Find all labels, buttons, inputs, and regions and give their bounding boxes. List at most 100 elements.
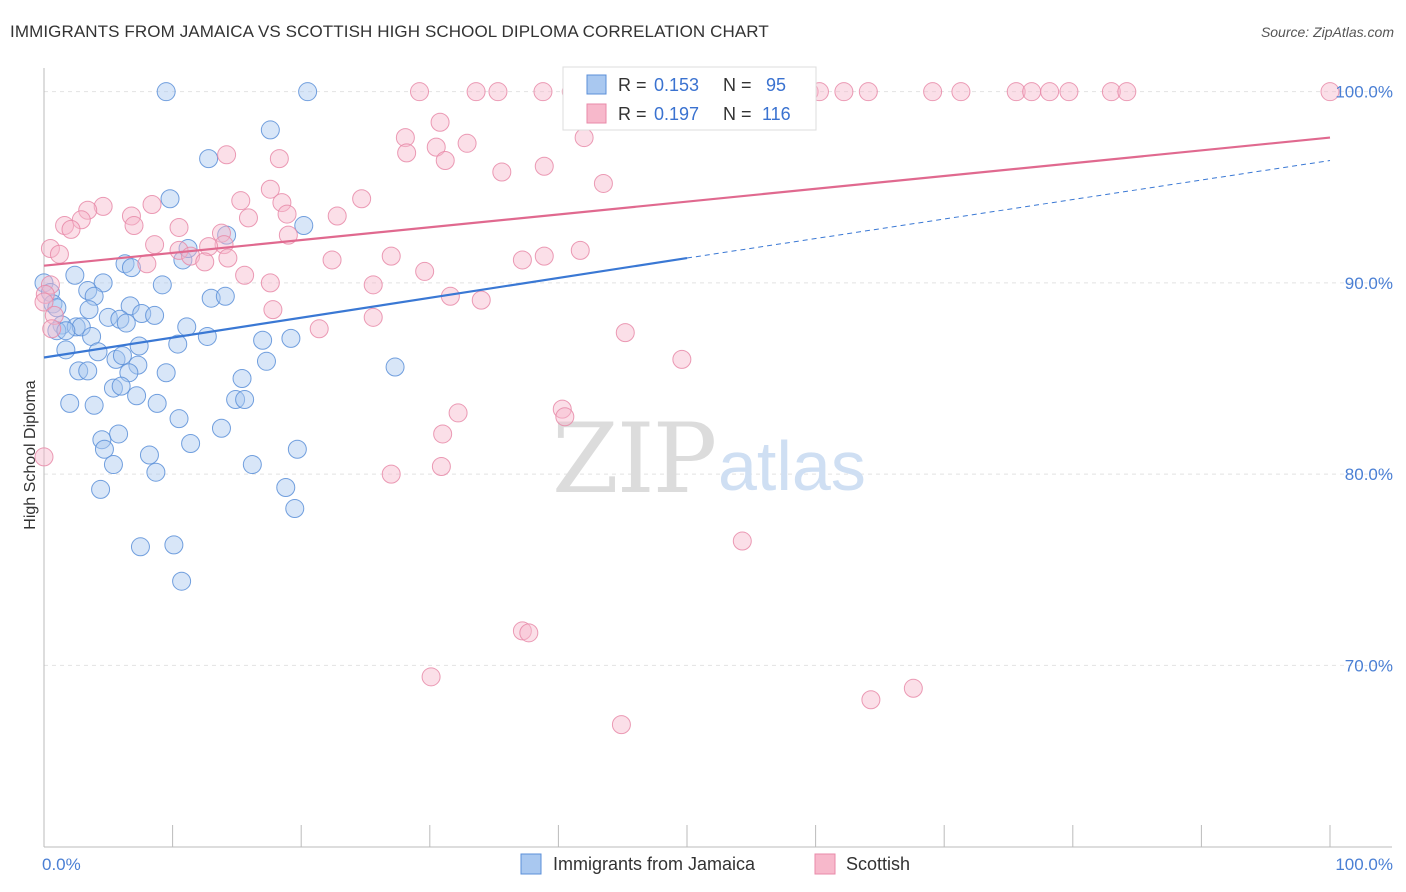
point-scottish-45 bbox=[71, 210, 91, 230]
watermark-atlas: atlas bbox=[718, 427, 866, 505]
point-scottish-78 bbox=[263, 300, 283, 320]
point-jamaica-3 bbox=[160, 189, 180, 209]
watermark-zip: ZIP bbox=[552, 403, 715, 515]
point-scottish-22 bbox=[1320, 82, 1340, 102]
point-jamaica-11 bbox=[93, 273, 113, 293]
point-scottish-59 bbox=[278, 225, 298, 245]
stats-n-label-scottish: N = bbox=[723, 104, 752, 124]
point-jamaica-20 bbox=[201, 288, 221, 308]
point-jamaica-74 bbox=[285, 499, 305, 519]
grid-lines bbox=[44, 91, 1392, 666]
y-axis-label: High School Diploma bbox=[22, 380, 39, 530]
trend-line-jamaica bbox=[43, 256, 688, 359]
point-scottish-24 bbox=[430, 112, 450, 132]
point-scottish-13 bbox=[858, 82, 878, 102]
point-scottish-87 bbox=[555, 407, 575, 427]
point-scottish-27 bbox=[457, 133, 477, 153]
point-jamaica-6 bbox=[260, 120, 280, 140]
point-jamaica-5 bbox=[294, 216, 314, 236]
y-tick-label-80: 80.0% bbox=[1345, 465, 1393, 484]
point-scottish-67 bbox=[534, 246, 554, 266]
point-scottish-37 bbox=[352, 189, 372, 209]
point-jamaica-31 bbox=[116, 313, 136, 333]
point-scottish-64 bbox=[381, 246, 401, 266]
point-scottish-81 bbox=[309, 319, 329, 339]
watermark: ZIP atlas bbox=[552, 403, 866, 515]
point-scottish-20 bbox=[1101, 82, 1121, 102]
stats-legend: R = 0.153 N = 95 R = 0.197 N = 116 bbox=[562, 66, 817, 131]
point-scottish-17 bbox=[1022, 82, 1042, 102]
legend-label-scottish: Scottish bbox=[846, 854, 910, 874]
y-tick-label-100: 100.0% bbox=[1335, 83, 1393, 102]
point-scottish-74 bbox=[35, 284, 55, 304]
point-jamaica-61 bbox=[169, 409, 189, 429]
point-scottish-16 bbox=[1006, 82, 1026, 102]
point-jamaica-75 bbox=[130, 537, 150, 557]
point-scottish-28 bbox=[397, 143, 417, 163]
legend-swatch-scottish bbox=[814, 853, 836, 875]
point-jamaica-54 bbox=[127, 386, 147, 406]
point-scottish-90 bbox=[381, 464, 401, 484]
point-scottish-32 bbox=[435, 151, 455, 171]
point-scottish-77 bbox=[471, 290, 491, 310]
point-scottish-51 bbox=[211, 223, 231, 243]
point-scottish-72 bbox=[363, 275, 383, 295]
point-scottish-79 bbox=[363, 307, 383, 327]
x-tick-label-min: 0.0% bbox=[42, 855, 81, 874]
point-scottish-26 bbox=[574, 128, 594, 148]
point-jamaica-36 bbox=[177, 317, 197, 337]
point-jamaica-51 bbox=[156, 363, 176, 383]
point-jamaica-49 bbox=[385, 357, 405, 377]
point-jamaica-18 bbox=[47, 298, 67, 318]
point-jamaica-76 bbox=[164, 535, 184, 555]
point-scottish-47 bbox=[61, 219, 81, 239]
point-scottish-69 bbox=[137, 254, 157, 274]
point-jamaica-68 bbox=[287, 439, 307, 459]
point-scottish-38 bbox=[231, 191, 251, 211]
source-credit: Source: ZipAtlas.com bbox=[1260, 24, 1394, 40]
point-jamaica-69 bbox=[103, 455, 123, 475]
point-scottish-50 bbox=[327, 206, 347, 226]
point-jamaica-41 bbox=[168, 334, 188, 354]
point-scottish-93 bbox=[512, 621, 532, 641]
point-scottish-92 bbox=[732, 531, 752, 551]
point-scottish-61 bbox=[40, 238, 60, 258]
point-scottish-19 bbox=[1059, 82, 1079, 102]
trend-line-scottish bbox=[43, 136, 1331, 267]
x-tick-label-max: 100.0% bbox=[1335, 855, 1393, 874]
stats-n-value-scottish: 116 bbox=[762, 104, 791, 124]
point-scottish-21 bbox=[1117, 82, 1137, 102]
point-jamaica-10 bbox=[121, 258, 141, 278]
point-jamaica-52 bbox=[103, 378, 123, 398]
trend-line-jamaica-projection bbox=[686, 160, 1331, 259]
point-jamaica-40 bbox=[129, 336, 149, 356]
point-jamaica-35 bbox=[88, 342, 108, 362]
stats-swatch-scottish bbox=[586, 103, 607, 124]
point-scottish-52 bbox=[277, 204, 297, 224]
point-scottish-70 bbox=[235, 265, 255, 285]
point-scottish-86 bbox=[552, 399, 572, 419]
point-scottish-83 bbox=[42, 319, 62, 339]
point-scottish-98 bbox=[611, 715, 631, 735]
stats-n-label-jamaica: N = bbox=[723, 75, 752, 95]
point-scottish-39 bbox=[272, 193, 292, 213]
point-scottish-34 bbox=[492, 162, 512, 182]
point-scottish-25 bbox=[395, 128, 415, 148]
stats-r-value-jamaica: 0.153 bbox=[654, 75, 699, 95]
point-scottish-65 bbox=[415, 261, 435, 281]
point-jamaica-29 bbox=[66, 317, 86, 337]
stats-swatch-jamaica bbox=[586, 74, 607, 95]
point-jamaica-66 bbox=[94, 439, 114, 459]
point-jamaica-71 bbox=[242, 455, 262, 475]
point-scottish-40 bbox=[142, 195, 162, 215]
point-jamaica-46 bbox=[112, 346, 132, 366]
point-scottish-35 bbox=[593, 173, 613, 193]
point-jamaica-26 bbox=[98, 307, 118, 327]
legend-label-jamaica: Immigrants from Jamaica bbox=[553, 854, 756, 874]
point-scottish-71 bbox=[260, 273, 280, 293]
series-legend: Immigrants from Jamaica Scottish bbox=[520, 853, 910, 875]
point-scottish-42 bbox=[78, 200, 98, 220]
point-jamaica-39 bbox=[281, 328, 301, 348]
point-scottish-95 bbox=[421, 667, 441, 687]
point-scottish-36 bbox=[260, 179, 280, 199]
